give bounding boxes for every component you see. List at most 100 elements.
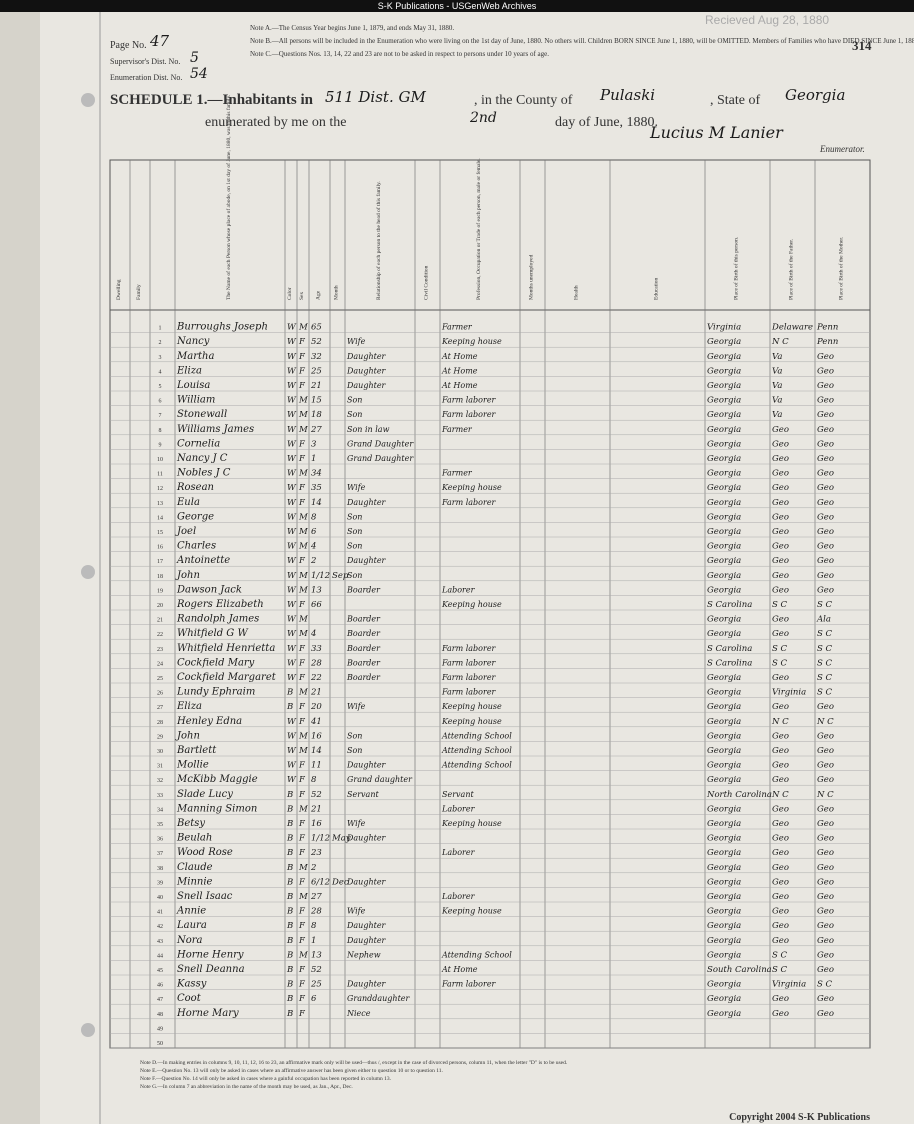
cell-relation: Daughter	[346, 877, 387, 886]
cell-name: Nancy	[176, 336, 210, 347]
cell-birth: Georgia	[707, 439, 741, 449]
cell-name: Cockfield Margaret	[177, 672, 277, 683]
cell-birth: Georgia	[707, 775, 741, 785]
cell-mother: N C	[816, 717, 834, 727]
cell-occupation: Attending School	[441, 731, 512, 740]
cell-color: W	[287, 571, 297, 581]
line-number: 43	[157, 939, 163, 945]
column-heading: Relationship of each person to the head …	[375, 181, 382, 300]
cell-age: 2	[310, 556, 316, 566]
cell-mother: Geo	[817, 571, 834, 581]
cell-age: 14	[311, 746, 322, 756]
cell-name: Dawson Jack	[176, 584, 242, 595]
cell-father: Geo	[772, 439, 789, 449]
cell-birth: Georgia	[707, 571, 741, 581]
cell-father: Geo	[772, 819, 789, 829]
cell-name: Louisa	[176, 380, 210, 391]
cell-birth: Georgia	[707, 585, 741, 595]
cell-color: B	[286, 892, 293, 902]
cell-sex: F	[298, 337, 306, 347]
cell-father: Geo	[772, 848, 789, 858]
cell-mother: Geo	[817, 556, 834, 566]
cell-relation: Son	[347, 746, 362, 755]
line-number: 16	[157, 545, 163, 551]
cell-birth: South Carolina	[707, 965, 772, 975]
cell-mother: Geo	[817, 469, 834, 479]
cell-occupation: Farm laborer	[441, 644, 497, 653]
cell-mother: Geo	[817, 527, 834, 537]
cell-color: W	[287, 629, 297, 639]
cell-color: W	[287, 556, 297, 566]
cell-birth: Georgia	[707, 702, 741, 712]
cell-age: 52	[311, 790, 322, 800]
cell-age: 1	[311, 454, 316, 464]
cell-birth: Georgia	[707, 877, 741, 887]
cell-relation: Daughter	[346, 834, 387, 843]
cell-occupation: Keeping house	[441, 600, 502, 609]
cell-sex: F	[298, 790, 306, 800]
cell-sex: F	[298, 834, 306, 844]
cell-birth: Georgia	[707, 366, 741, 376]
cell-color: W	[287, 469, 297, 479]
line-number: 22	[157, 632, 163, 638]
cell-birth: Georgia	[707, 483, 741, 493]
cell-color: W	[287, 366, 297, 376]
column-heading: Month	[334, 285, 340, 300]
cell-relation: Wife	[347, 702, 366, 711]
cell-relation: Wife	[347, 337, 366, 346]
binder-hole	[81, 93, 95, 107]
cell-relation: Grand Daughter	[347, 439, 414, 448]
cell-color: B	[286, 980, 293, 990]
cell-name: Lundy Ephraim	[176, 687, 255, 698]
line-number: 30	[157, 749, 163, 755]
cell-relation: Son	[347, 542, 362, 551]
cell-name: Whitfield Henrietta	[177, 643, 275, 654]
cell-sex: F	[298, 556, 306, 566]
cell-father: Geo	[772, 585, 789, 595]
cell-sex: F	[298, 658, 306, 668]
cell-age: 13	[311, 585, 322, 595]
line-number: 37	[157, 851, 163, 857]
line-number: 23	[157, 647, 163, 653]
cell-birth: Virginia	[707, 323, 741, 333]
cell-name: Burroughs Joseph	[176, 322, 268, 333]
enumeration-label: Enumeration Dist. No.	[110, 73, 182, 82]
cell-mother: S C	[817, 629, 833, 639]
cell-sex: M	[298, 863, 308, 873]
line-number: 38	[157, 866, 163, 872]
cell-occupation: At Home	[441, 352, 478, 361]
cell-name: McKibb Maggie	[176, 774, 258, 785]
line-number: 8	[159, 428, 162, 434]
cell-color: B	[286, 790, 293, 800]
cell-mother: Geo	[817, 352, 834, 362]
footer-note: Note E.—Question No. 13 will only be ask…	[140, 1067, 444, 1074]
cell-occupation: Keeping house	[441, 907, 502, 916]
cell-birth: S Carolina	[707, 644, 752, 654]
column-heading: Family	[136, 284, 142, 300]
cell-age: 6	[311, 527, 317, 537]
cell-age: 21	[310, 381, 322, 391]
cell-birth: S Carolina	[707, 600, 752, 610]
cell-father: N C	[771, 790, 789, 800]
cell-father: Virginia	[772, 688, 806, 698]
cell-mother: Geo	[817, 921, 834, 931]
stamp: Recieved Aug 28, 1880	[705, 13, 829, 27]
cell-relation: Son	[347, 527, 362, 536]
cell-color: W	[287, 673, 297, 683]
cell-father: Geo	[772, 702, 789, 712]
cell-age: 33	[311, 644, 322, 654]
cell-birth: Georgia	[707, 936, 741, 946]
cell-occupation: Farm laborer	[441, 688, 497, 697]
line-number: 24	[157, 661, 163, 667]
cell-relation: Wife	[347, 819, 366, 828]
cell-relation: Granddaughter	[347, 994, 411, 1003]
supervisor-label: Supervisor's Dist. No.	[110, 57, 180, 66]
cell-mother: Penn	[816, 323, 838, 333]
cell-color: B	[286, 965, 293, 975]
line-number: 14	[157, 515, 163, 521]
cell-color: W	[287, 381, 297, 391]
cell-sex: F	[298, 775, 306, 785]
column-heading: Place of Birth of the Father.	[788, 238, 795, 300]
cell-age: 21	[310, 804, 322, 814]
cell-birth: Georgia	[707, 746, 741, 756]
